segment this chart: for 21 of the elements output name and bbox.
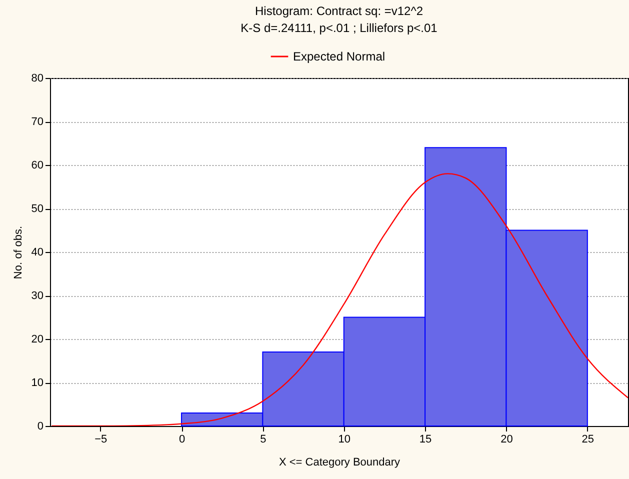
x-tick-label: 20: [500, 434, 513, 446]
y-tick-label: 30: [31, 290, 44, 302]
x-tick-label: 15: [419, 434, 432, 446]
chart-title: Histogram: Contract sq: =v12^2: [254, 4, 424, 18]
x-tick-label: 0: [178, 434, 186, 446]
y-tick-label: 10: [31, 377, 44, 389]
y-tick-label: 80: [31, 72, 44, 84]
legend-label: Expected Normal: [293, 50, 386, 64]
y-tick-label: 60: [31, 160, 44, 172]
y-tick-label: 20: [31, 334, 44, 346]
x-tick-label: 25: [582, 434, 594, 446]
x-tick-label: 5: [260, 434, 266, 446]
y-tick-label: 0: [37, 420, 44, 432]
y-tick-label: 50: [31, 203, 44, 215]
y-tick-label: 40: [31, 246, 44, 258]
y-tick-label: 70: [31, 116, 44, 128]
y-axis-title: No. of obs.: [12, 226, 24, 280]
chart-subtitle: K-S d=.24111, p<.01 ; Lilliefors p<.01: [240, 21, 438, 35]
x-tick-label: 10: [338, 434, 350, 446]
x-axis-title: X <= Category Boundary: [278, 456, 401, 468]
x-tick-label: −5: [94, 434, 108, 446]
